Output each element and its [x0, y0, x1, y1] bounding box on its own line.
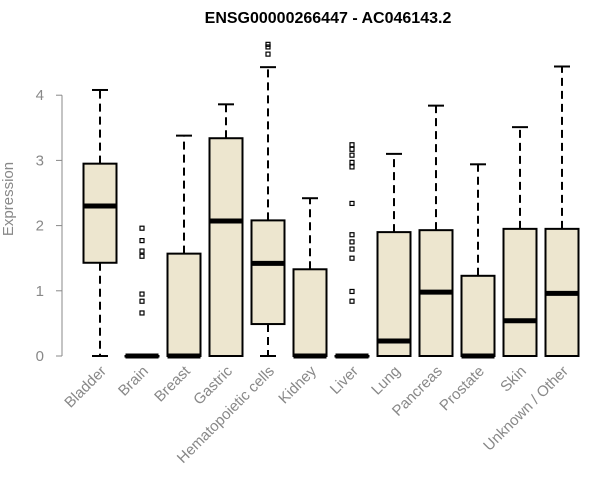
- box-prostate: [460, 163, 496, 359]
- box-iqr: [292, 268, 328, 357]
- outlier-point: [265, 41, 271, 47]
- y-tick-label: 3: [36, 152, 44, 169]
- box-iqr: [208, 137, 244, 357]
- outlier-point: [349, 164, 355, 170]
- outlier-point: [139, 310, 145, 316]
- outlier-point: [349, 298, 355, 304]
- box-gastric: [208, 103, 244, 357]
- outlier-point: [349, 142, 355, 148]
- box-iqr: [376, 231, 412, 357]
- box-kidney: [292, 197, 328, 359]
- box-lung: [376, 152, 412, 357]
- outlier-point: [349, 152, 355, 158]
- outlier-point: [349, 200, 355, 207]
- x-tick-label: Lung: [368, 363, 404, 399]
- chart-title: ENSG00000266447 - AC046143.2: [205, 10, 452, 27]
- x-tick-label: Kidney: [275, 362, 320, 407]
- box-skin: [502, 126, 538, 357]
- x-tick-label: Bladder: [61, 363, 110, 412]
- box-bladder: [82, 88, 118, 357]
- box-pancreas: [418, 104, 454, 357]
- box-brain: [124, 225, 160, 359]
- outlier-point: [139, 298, 145, 304]
- box-iqr: [166, 252, 202, 357]
- box-iqr: [82, 162, 118, 264]
- outlier-point: [349, 246, 355, 252]
- x-tick-label: Breast: [151, 362, 194, 405]
- outlier-point: [139, 291, 145, 297]
- outlier-point: [265, 44, 271, 50]
- outlier-point: [139, 253, 145, 259]
- outlier-point: [349, 146, 355, 152]
- outlier-point: [349, 232, 355, 238]
- y-tick-label: 1: [36, 283, 44, 300]
- y-tick-label: 4: [36, 87, 44, 104]
- outlier-point: [349, 159, 355, 165]
- y-axis-label: Expression: [0, 162, 17, 236]
- x-tick-label: Liver: [327, 363, 362, 398]
- y-tick-label: 2: [36, 218, 44, 235]
- box-iqr: [502, 227, 538, 357]
- box-iqr: [250, 219, 286, 326]
- box-liver: [334, 142, 370, 359]
- outlier-point: [139, 248, 145, 254]
- outlier-point: [139, 225, 145, 231]
- box-hematopoietic-cells: [250, 41, 286, 357]
- y-tick-label: 0: [36, 348, 44, 365]
- y-axis: 0 1 2 3 4: [36, 87, 63, 365]
- box-breast: [166, 134, 202, 359]
- x-tick-label: Brain: [115, 363, 152, 400]
- outlier-point: [139, 237, 145, 244]
- outlier-point: [349, 239, 355, 245]
- boxes: [82, 41, 580, 359]
- outlier-point: [349, 255, 355, 261]
- outlier-point: [265, 51, 271, 57]
- x-tick-label: Skin: [497, 363, 530, 396]
- box-iqr: [460, 274, 496, 357]
- outlier-point: [349, 288, 355, 295]
- box-unknown-other: [544, 65, 580, 357]
- x-tick-label: Prostate: [436, 363, 488, 415]
